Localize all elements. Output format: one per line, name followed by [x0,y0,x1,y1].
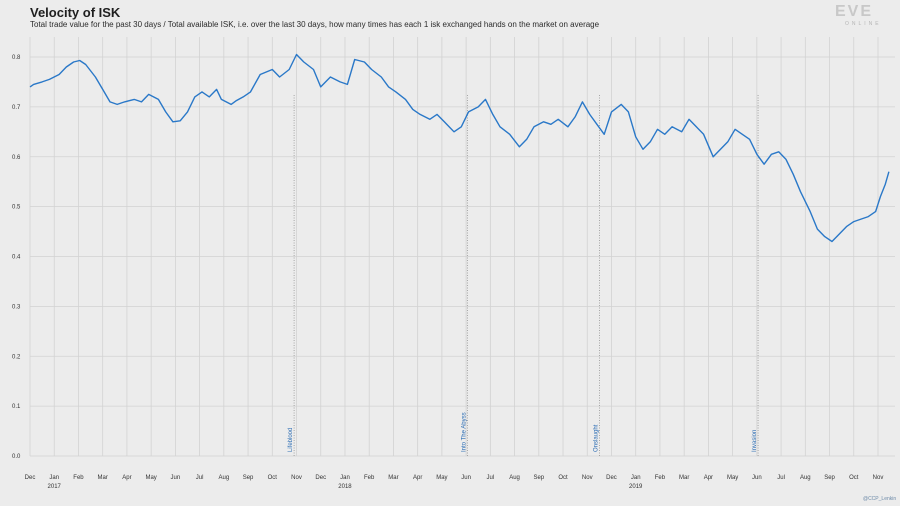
x-tick-label: Sep [824,475,835,481]
x-tick-label: Jan [49,475,59,481]
x-tick-label: Sep [533,475,544,481]
x-tick-label: Oct [558,475,568,481]
x-tick-label: Dec [315,475,326,481]
x-tick-label: Jun [752,475,762,481]
x-tick-label: May [436,475,447,481]
x-tick-label: Nov [291,475,302,481]
x-tick-label: Mar [388,475,398,481]
y-tick-label: 0.6 [12,155,21,161]
logo-subtext: ONLINE [845,21,882,27]
x-tick-label: Feb [73,475,84,481]
x-tick-label: Aug [800,475,811,481]
eve-online-logo: EVE ONLINE [835,3,890,31]
y-tick-label: 0.0 [12,454,21,460]
x-tick-label: Dec [25,475,36,481]
x-tick-label: Sep [243,475,254,481]
series-line [29,53,890,243]
x-tick-label: May [145,475,156,481]
x-tick-label: Aug [218,475,229,481]
x-tick-label: Oct [268,475,278,481]
x-tick-label: Jun [461,475,471,481]
x-tick-label: Apr [122,475,131,481]
y-tick-label: 0.4 [12,255,21,261]
x-tick-label: Nov [873,475,884,481]
annotation-label: Invasion [752,430,758,452]
x-tick-label: May [727,475,738,481]
annotation-label: Into The Abyss [461,412,467,452]
x-tick-label: Mar [679,475,689,481]
x-tick-label: Nov [582,475,593,481]
chart-subtitle: Total trade value for the past 30 days /… [30,20,600,29]
annotation-label: Lifeblood [288,428,294,452]
y-tick-label: 0.2 [12,354,21,360]
x-tick-label: Jan [631,475,641,481]
x-tick-label: Jul [777,475,785,481]
x-year-label: 2017 [48,484,62,490]
annotation-label: Onslaught [593,424,599,452]
x-tick-label: Mar [98,475,108,481]
x-tick-label: Feb [655,475,666,481]
y-tick-label: 0.1 [12,404,21,410]
x-year-label: 2018 [338,484,352,490]
y-tick-label: 0.5 [12,205,21,211]
x-tick-label: Jul [196,475,204,481]
x-tick-label: Jul [487,475,495,481]
y-tick-label: 0.3 [12,304,21,310]
chart-title: Velocity of ISK [30,5,121,20]
y-tick-label: 0.8 [12,55,21,61]
x-tick-label: Feb [364,475,375,481]
x-tick-label: Apr [704,475,713,481]
author-credit: @CCP_Lenkin [863,496,897,502]
x-tick-label: Apr [413,475,422,481]
x-year-label: 2019 [629,484,643,490]
x-tick-label: Oct [849,475,859,481]
x-tick-label: Aug [509,475,520,481]
logo-word: EVE [835,3,874,20]
y-tick-label: 0.7 [12,105,21,111]
x-tick-label: Jan [340,475,350,481]
x-tick-label: Jun [171,475,181,481]
x-tick-label: Dec [606,475,617,481]
